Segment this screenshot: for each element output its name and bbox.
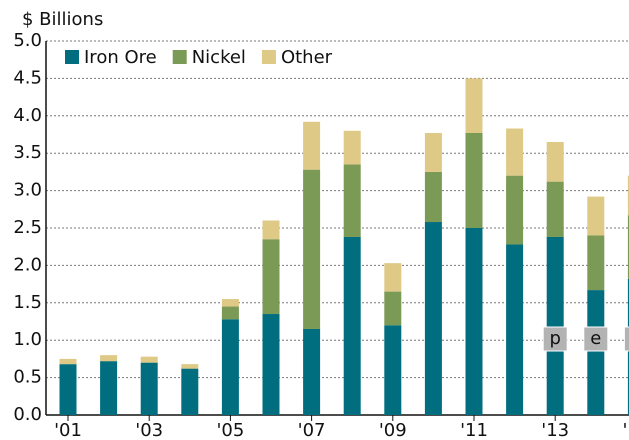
x-tick-label: '07 (298, 420, 326, 440)
bar-segment (343, 164, 361, 237)
bar-segment (465, 133, 483, 228)
bar-segment (424, 171, 442, 223)
y-tick-label: 4.5 (13, 67, 42, 88)
bar-segment (465, 228, 483, 415)
bar-segment (303, 169, 321, 329)
legend-swatch (172, 50, 187, 64)
bar-segment (262, 314, 280, 415)
y-axis-label: $ Billions (22, 9, 103, 30)
y-tick-label: 1.0 (13, 329, 42, 350)
bar-segment (303, 328, 321, 415)
annotation: e (590, 328, 601, 349)
bar-segment (262, 239, 280, 315)
annotation: p (549, 328, 560, 349)
bar-segment (424, 222, 442, 415)
bar-segment (140, 356, 158, 363)
bar-segment (59, 358, 77, 365)
bar-segment (546, 181, 564, 237)
bar-segment (181, 368, 199, 415)
bar-segment (221, 306, 239, 320)
bar-segment (546, 236, 564, 415)
bar-segment (424, 133, 442, 172)
y-tick-label: 2.5 (13, 217, 42, 238)
x-tick-label: '01 (54, 420, 82, 440)
bar-segment (343, 130, 361, 165)
bar-segment (262, 220, 280, 240)
bar-segment (384, 291, 402, 326)
bar-segment (465, 78, 483, 134)
legend-label: Other (281, 47, 333, 68)
legend-swatch (65, 50, 79, 64)
bar-segment (100, 361, 118, 415)
annotation-box (623, 326, 629, 352)
bar-segment (303, 121, 321, 170)
bar-segment (100, 355, 118, 362)
y-tick-label: 3.0 (13, 180, 42, 201)
x-tick-label: '09 (379, 420, 407, 440)
x-tick-label: '05 (216, 420, 244, 440)
bar-segment (221, 299, 239, 307)
x-tick-label: '03 (135, 420, 163, 440)
legend-label: Nickel (192, 47, 246, 68)
y-tick-label: 0.0 (13, 404, 42, 425)
bar-segment (627, 215, 629, 279)
bar-segment (627, 175, 629, 216)
bar-segment (587, 290, 605, 415)
bar-segment (343, 236, 361, 415)
bar-segment (221, 319, 239, 415)
annotation-box (542, 326, 568, 352)
bar-segment (181, 364, 199, 369)
bar-segment (506, 244, 524, 415)
y-tick-label: 0.5 (13, 367, 42, 388)
bar-segment (59, 364, 77, 415)
x-tick-label: '11 (460, 420, 488, 440)
y-tick-label: 5.0 (13, 30, 42, 51)
x-tick-label: '15 (622, 420, 629, 440)
bar-segment (140, 362, 158, 415)
bar-segment (384, 325, 402, 415)
legend-swatch (261, 50, 276, 64)
y-tick-label: 4.0 (13, 105, 42, 126)
annotation-box (583, 326, 609, 352)
y-tick-label: 3.5 (13, 142, 42, 163)
bar-segment (506, 175, 524, 245)
bar-segment (506, 128, 524, 176)
y-tick-label: 1.5 (13, 292, 42, 313)
bar-segment (384, 263, 402, 292)
bar-segment (546, 141, 564, 182)
x-tick-label: '13 (541, 420, 569, 440)
bar-segment (587, 235, 605, 291)
bar-segment (587, 196, 605, 236)
legend-label: Iron Ore (84, 47, 157, 68)
y-tick-label: 2.0 (13, 254, 42, 275)
